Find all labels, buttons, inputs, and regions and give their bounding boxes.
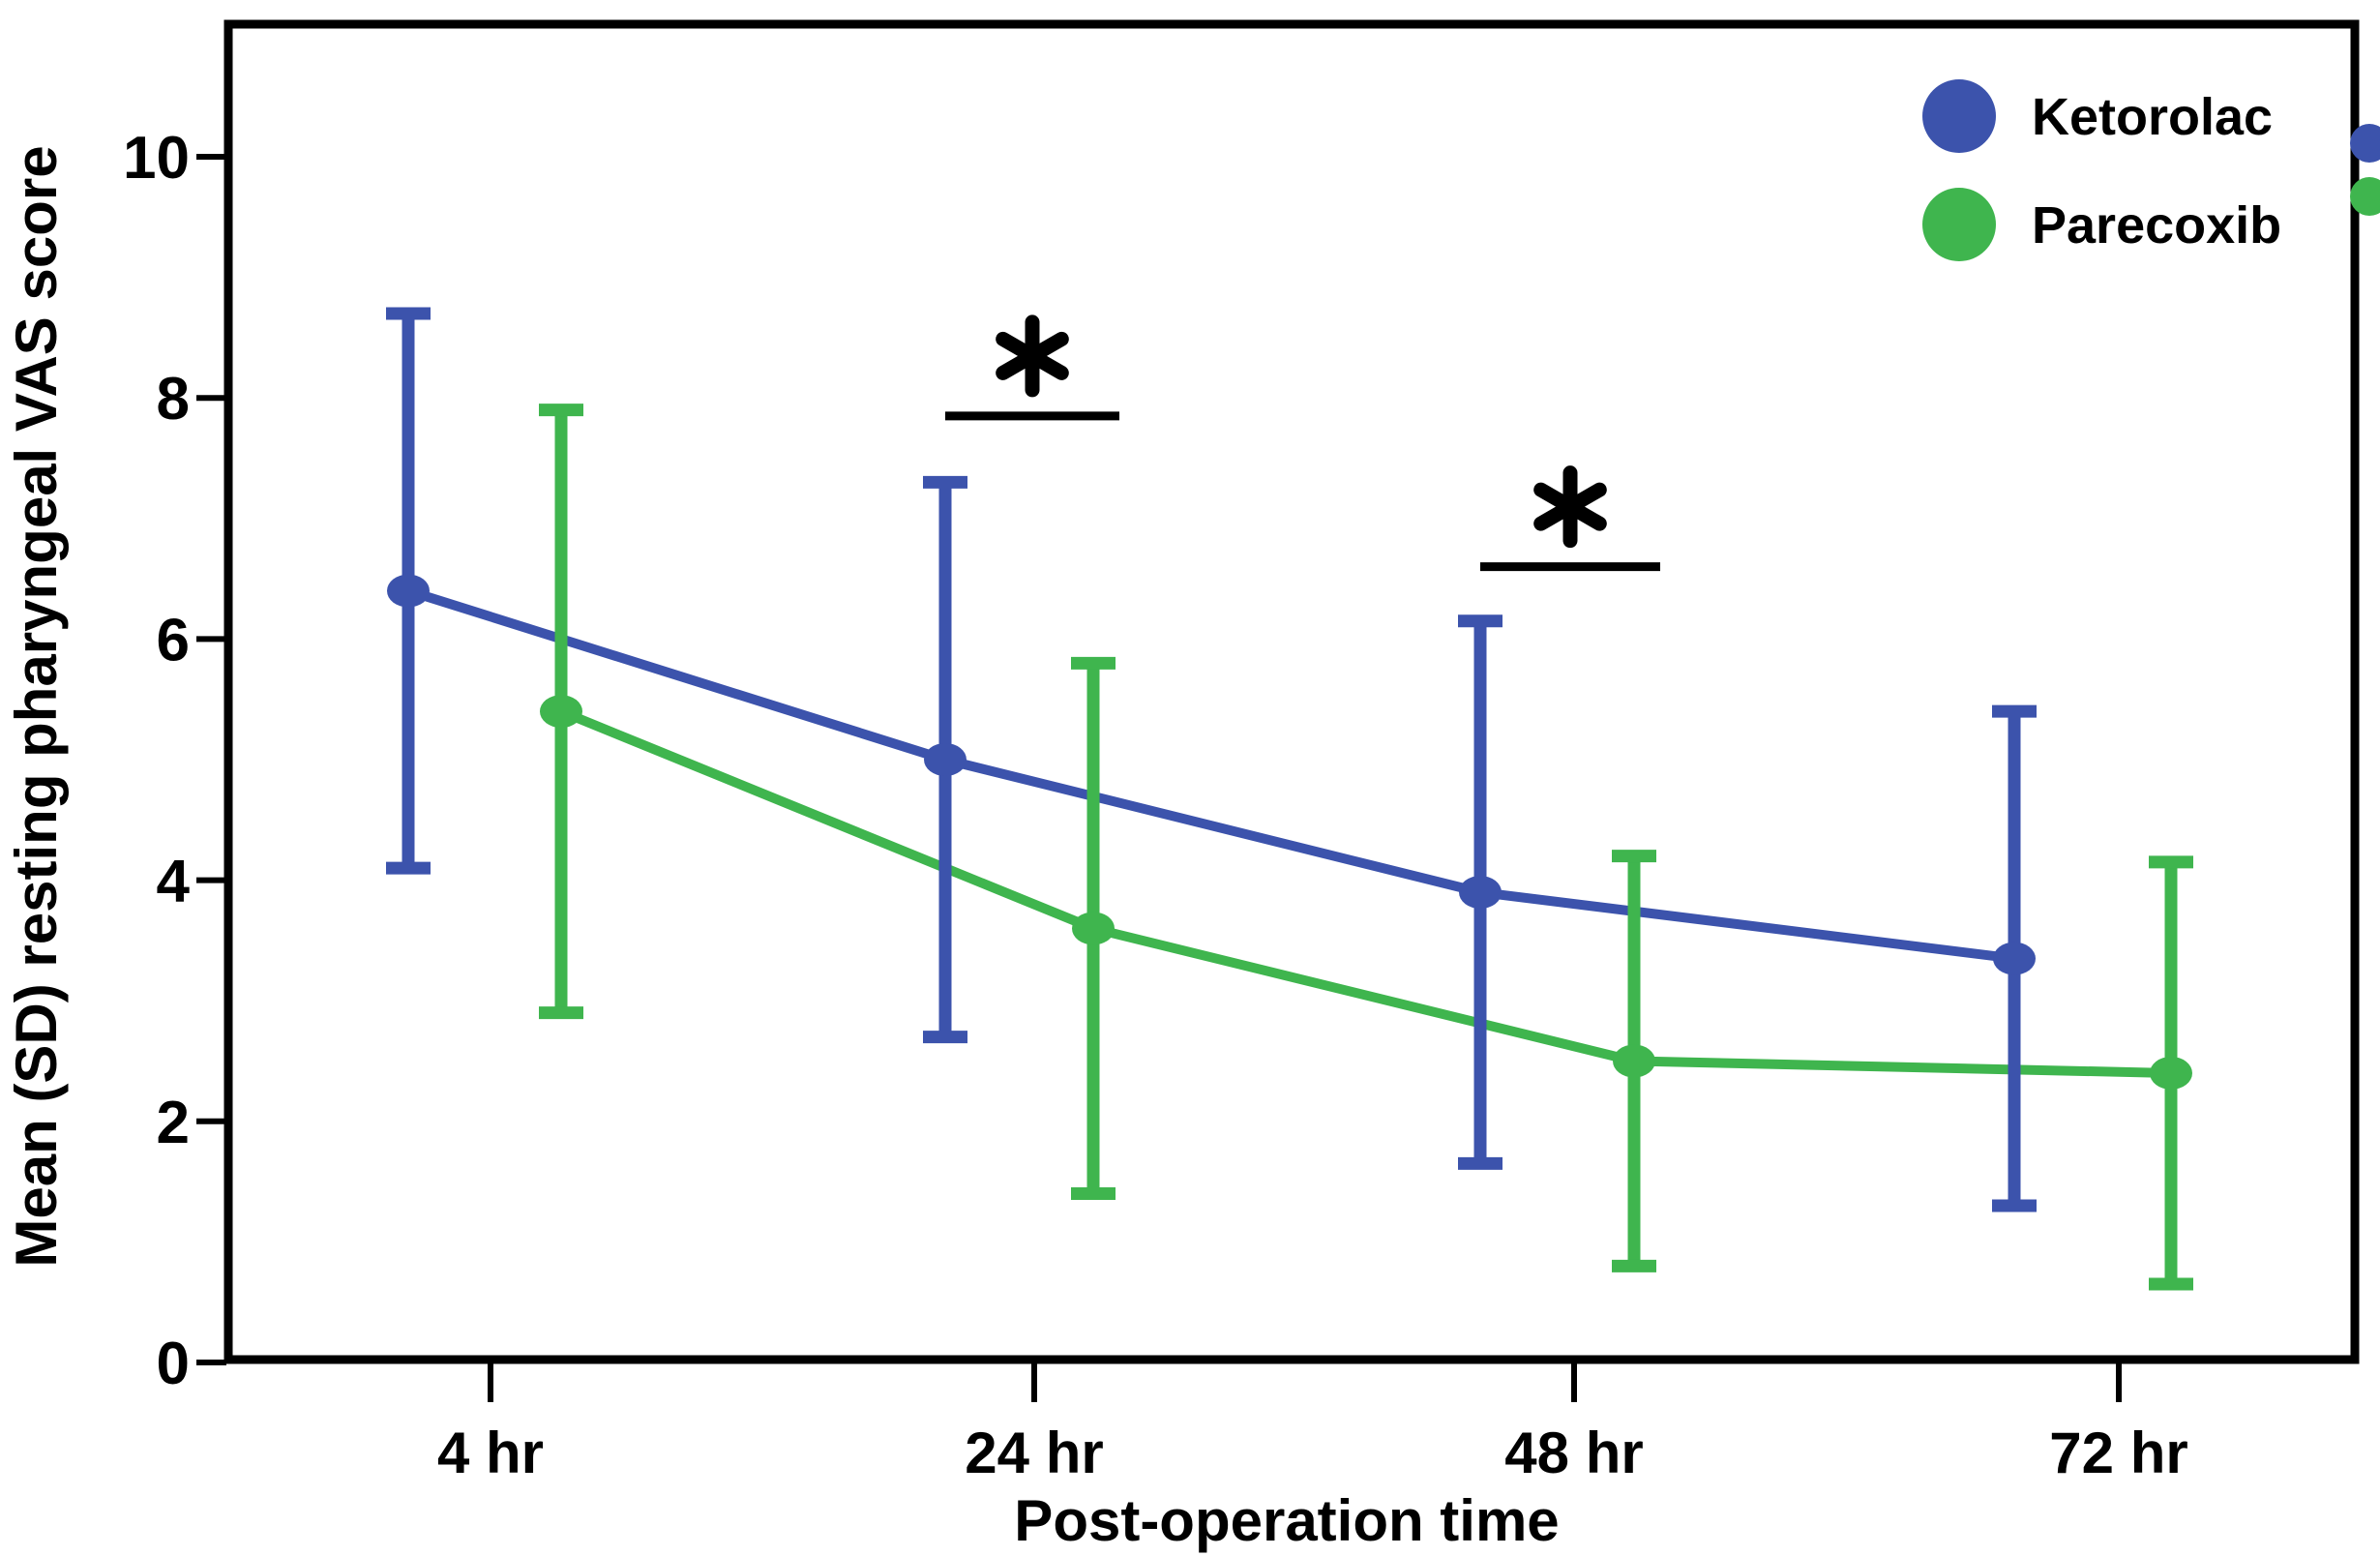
legend-marker-parecoxib: [1922, 188, 1996, 261]
asterisk-stroke: [996, 331, 1069, 380]
series-lines-layer: [406, 585, 2172, 1078]
x-axis: 4 hr 24 hr 48 hr 72 hr: [437, 1362, 2188, 1485]
y-axis: 0 2 4 6 8 10: [123, 125, 226, 1397]
clipped-legend-marker-blue: [2350, 124, 2380, 163]
data-point-parecoxib: [540, 695, 582, 729]
series-line-parecoxib: [559, 706, 2172, 1078]
data-point-ketorolac: [1993, 942, 2036, 975]
x-tick-label: 48 hr: [1504, 1421, 1643, 1485]
data-point-ketorolac: [387, 574, 430, 608]
clipped-edge-markers: [2350, 124, 2380, 216]
clipped-legend-marker-green: [2350, 177, 2380, 216]
y-tick-label: 10: [123, 125, 190, 192]
y-tick-label: 6: [157, 607, 190, 673]
y-tick-label: 4: [157, 849, 191, 915]
y-tick-label: 2: [157, 1090, 190, 1156]
x-tick-label: 4 hr: [437, 1421, 544, 1485]
y-tick-label: 0: [157, 1331, 190, 1397]
significance-asterisk: [996, 314, 1069, 398]
significance-layer: [945, 314, 1660, 572]
data-point-parecoxib: [2150, 1056, 2192, 1090]
data-point-ketorolac: [1459, 876, 1502, 910]
series-line-ketorolac: [406, 585, 2015, 964]
x-tick-label: 24 hr: [965, 1421, 1103, 1485]
data-point-ketorolac: [924, 743, 967, 776]
legend: Ketorolac Parecoxib: [1922, 79, 2281, 261]
error-bars-layer: [386, 307, 2193, 1291]
significance-asterisk: [1533, 465, 1607, 549]
data-point-parecoxib: [1613, 1044, 1655, 1078]
y-axis-title: Mean (SD) resting pharyngeal VAS score: [4, 145, 69, 1267]
asterisk-stroke: [1533, 482, 1607, 531]
y-tick-label: 8: [157, 366, 190, 433]
x-axis-title: Post-operation time: [1014, 1488, 1559, 1553]
data-point-parecoxib: [1072, 912, 1115, 945]
x-tick-label: 72 hr: [2049, 1421, 2187, 1485]
legend-label-parecoxib: Parecoxib: [2032, 196, 2281, 254]
point-markers-layer: [387, 574, 2192, 1090]
legend-label-ketorolac: Ketorolac: [2032, 88, 2273, 146]
plot-area-border: [223, 19, 2360, 1364]
legend-marker-ketorolac: [1922, 79, 1996, 153]
